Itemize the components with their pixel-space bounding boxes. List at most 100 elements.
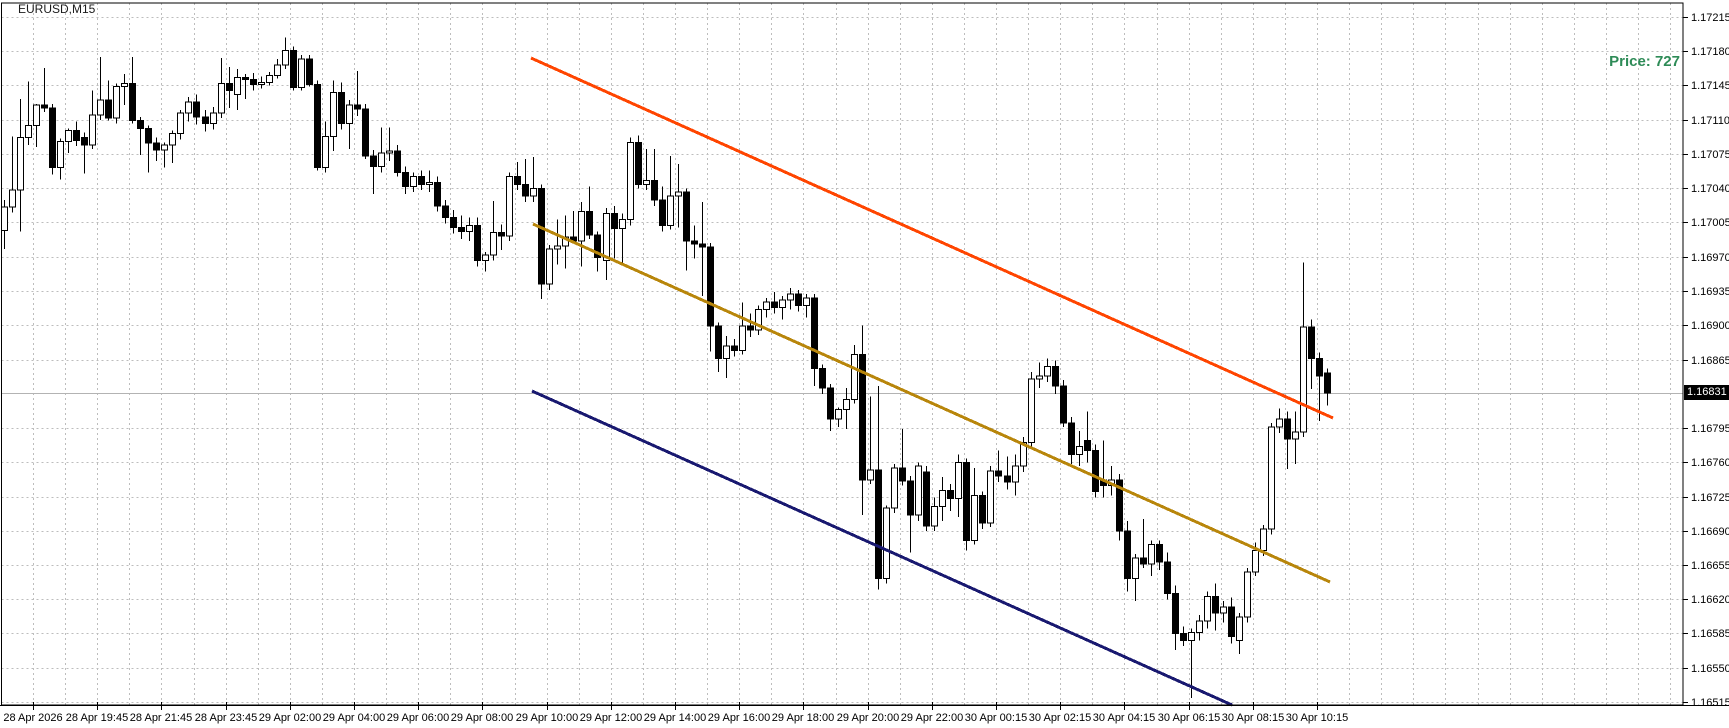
candle-bullish — [1076, 446, 1083, 455]
candle-bullish — [971, 495, 978, 542]
candle-bearish — [290, 49, 297, 88]
candle-bullish — [883, 507, 890, 580]
price-axis-label: 1.17005 — [1691, 217, 1729, 229]
candle-bearish — [538, 187, 545, 285]
candle-bearish — [995, 470, 1002, 477]
candle-bullish — [169, 132, 176, 146]
candle-bearish — [338, 91, 345, 125]
candle-bearish — [306, 58, 313, 86]
candle-bearish — [899, 467, 906, 482]
candle-bullish — [177, 112, 184, 134]
candle-bullish — [1148, 543, 1155, 565]
candle-bullish — [835, 408, 842, 420]
candle-bearish — [819, 367, 826, 389]
candle-bullish — [578, 211, 585, 242]
price-axis-label: 1.16620 — [1691, 594, 1729, 606]
candle-bullish — [1, 206, 8, 231]
channel-upper-line[interactable] — [530, 56, 1334, 420]
candle-bearish — [105, 99, 112, 119]
candle-bullish — [627, 141, 634, 221]
time-axis-label: 29 Apr 12:00 — [580, 712, 642, 724]
candle-bullish — [65, 130, 72, 142]
candle-bearish — [193, 101, 200, 118]
candle-bearish — [963, 461, 970, 542]
time-axis-label: 30 Apr 02:15 — [1029, 712, 1091, 724]
candle-bearish — [979, 495, 986, 524]
candle-bullish — [1244, 571, 1251, 618]
price-axis-label: 1.16760 — [1691, 457, 1729, 469]
channel-median-line[interactable] — [532, 222, 1331, 584]
price-axis-label: 1.16935 — [1691, 286, 1729, 298]
time-axis-label: 29 Apr 06:00 — [387, 712, 449, 724]
candle-bullish — [506, 176, 513, 237]
candle-bearish — [450, 217, 457, 228]
candle-bullish — [554, 245, 561, 250]
candle-bullish — [675, 191, 682, 197]
candle-bullish — [667, 195, 674, 226]
price-axis-label: 1.16655 — [1691, 560, 1729, 572]
candle-bullish — [1012, 465, 1019, 483]
candle-bearish — [1308, 326, 1315, 360]
symbol-label: EURUSD,M15 — [18, 2, 96, 16]
candle-bullish — [1276, 418, 1283, 428]
candle-bearish — [715, 325, 722, 360]
candle-bearish — [947, 490, 954, 499]
candle-bearish — [49, 107, 56, 169]
candle-bearish — [1212, 595, 1219, 614]
candle-bullish — [546, 248, 553, 285]
candle-bullish — [1252, 549, 1259, 573]
candle-bearish — [81, 136, 88, 146]
candle-bearish — [659, 199, 666, 226]
candle-bearish — [458, 226, 465, 232]
candle-bullish — [330, 91, 337, 137]
time-axis-label: 30 Apr 04:15 — [1093, 712, 1155, 724]
candle-bullish — [298, 58, 305, 88]
candle-bullish — [426, 181, 433, 185]
candle-bearish — [1060, 385, 1067, 424]
candle-bullish — [1036, 375, 1043, 380]
price-axis-label: 1.16725 — [1691, 492, 1729, 504]
price-axis-label: 1.16795 — [1691, 423, 1729, 435]
candle-bullish — [346, 104, 353, 125]
candle-bullish — [1132, 557, 1139, 580]
candle-bearish — [1180, 633, 1187, 641]
candle-bullish — [779, 299, 786, 309]
candle-bullish — [234, 77, 241, 95]
candle-bearish — [522, 183, 529, 197]
candle-bullish — [9, 189, 16, 208]
price-axis-label: 1.16970 — [1691, 252, 1729, 264]
candle-bullish — [763, 301, 770, 311]
candle-bearish — [859, 354, 866, 481]
candle-bullish — [1292, 431, 1299, 440]
candle-bullish — [1028, 378, 1035, 444]
candle-bullish — [987, 470, 994, 524]
channel-lower-line[interactable] — [531, 389, 1233, 707]
candle-bearish — [354, 104, 361, 110]
time-axis-label: 29 Apr 10:00 — [516, 712, 578, 724]
time-axis-label: 29 Apr 14:00 — [644, 712, 706, 724]
candle-bullish — [915, 465, 922, 516]
candle-bearish — [651, 179, 658, 201]
candle-bearish — [875, 469, 882, 580]
price-axis-label: 1.16690 — [1691, 526, 1729, 538]
price-indicator-badge: Price: 727 — [1609, 53, 1680, 70]
candle-bearish — [1324, 372, 1331, 394]
candle-bearish — [1116, 479, 1123, 532]
time-axis-label: 29 Apr 18:00 — [772, 712, 834, 724]
candle-bearish — [923, 471, 930, 527]
candle-bullish — [466, 224, 473, 232]
candle-bullish — [25, 125, 32, 138]
time-axis-label: 30 Apr 00:15 — [965, 712, 1027, 724]
candle-bearish — [594, 234, 601, 259]
candle-bullish — [1044, 365, 1051, 377]
candle-bullish — [113, 85, 120, 119]
candle-bullish — [1188, 632, 1195, 641]
candle-bearish — [1228, 606, 1235, 637]
candle-bullish — [482, 254, 489, 262]
candle-bullish — [755, 309, 762, 331]
price-axis-label: 1.17145 — [1691, 80, 1729, 92]
candle-bullish — [1020, 442, 1027, 467]
time-axis-label: 30 Apr 10:15 — [1286, 712, 1348, 724]
candle-bullish — [1236, 616, 1243, 641]
